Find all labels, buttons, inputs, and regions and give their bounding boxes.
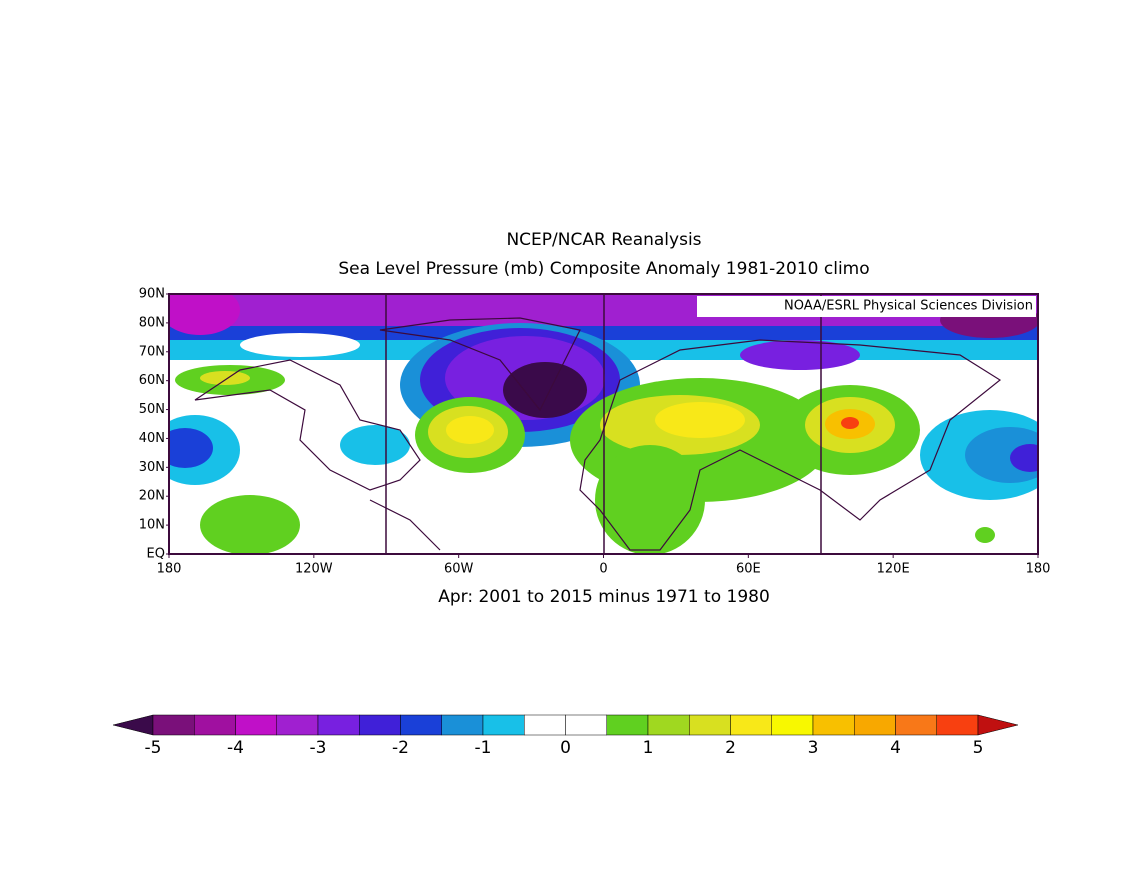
colorbar-label: -2 — [392, 738, 409, 758]
caption: Apr: 2001 to 2015 minus 1971 to 1980 — [438, 587, 770, 607]
colorbar-label: 0 — [560, 738, 571, 758]
colorbar-swatch — [276, 714, 319, 736]
meridians — [385, 294, 822, 554]
contour — [503, 362, 587, 418]
colorbar-label: 3 — [808, 738, 819, 758]
colorbar-swatch — [524, 714, 566, 736]
lon-label: 0 — [599, 562, 607, 577]
lat-label: 60N — [139, 373, 165, 388]
colorbar-arrow — [977, 714, 1019, 736]
credit-box — [697, 296, 1036, 317]
lat-label: 70N — [139, 344, 165, 359]
colorbar-swatch — [194, 714, 236, 736]
colorbar-label: 5 — [973, 738, 984, 758]
credit: NOAA/ESRL Physical Sciences Division — [784, 299, 1033, 314]
colorbar-swatch — [689, 714, 731, 736]
lon-label: 180 — [1026, 562, 1051, 577]
colorbar-swatch — [730, 714, 772, 736]
lat-label: 80N — [139, 315, 165, 330]
contour — [655, 402, 745, 438]
colorbar-swatch — [317, 714, 360, 736]
anomaly-field — [169, 294, 1038, 554]
contour — [200, 495, 300, 554]
contour — [841, 417, 859, 429]
contour — [975, 527, 995, 543]
lat-label: 20N — [139, 489, 165, 504]
coastline — [369, 317, 581, 551]
colorbar-swatch — [482, 714, 525, 736]
lat-label: 10N — [139, 518, 165, 533]
colorbar-swatch — [647, 714, 690, 736]
lat-label: 50N — [139, 402, 165, 417]
contour — [169, 294, 240, 335]
colorbar-swatch — [936, 714, 979, 736]
colorbar-label: 4 — [890, 738, 901, 758]
contour — [240, 333, 360, 357]
subtitle: Sea Level Pressure (mb) Composite Anomal… — [338, 259, 869, 279]
lon-label: 120E — [877, 562, 910, 577]
contour — [595, 445, 705, 554]
colorbar-swatch — [565, 714, 607, 736]
colorbar-label: 1 — [643, 738, 654, 758]
colorbar-swatch — [359, 714, 401, 736]
colorbar-label: -5 — [145, 738, 162, 758]
colorbar-swatch — [606, 714, 649, 736]
colorbar-arrow — [112, 714, 154, 736]
contour — [965, 427, 1038, 483]
contour — [200, 371, 250, 385]
colorbar-label: 2 — [725, 738, 736, 758]
lat-label: 90N — [139, 287, 165, 302]
contour — [1010, 444, 1038, 472]
contour — [740, 340, 860, 370]
colorbar-swatch — [771, 714, 814, 736]
title: NCEP/NCAR Reanalysis — [506, 230, 701, 250]
contour — [169, 428, 213, 468]
coastline — [194, 359, 421, 491]
colorbar-swatch — [441, 714, 484, 736]
colorbar-swatch — [400, 714, 442, 736]
lon-label: 120W — [295, 562, 333, 577]
colorbar-label: -3 — [310, 738, 327, 758]
contour — [340, 425, 410, 465]
coastlines — [194, 317, 1002, 551]
colorbar-label: -1 — [475, 738, 492, 758]
lon-label: 180 — [157, 562, 182, 577]
colorbar-swatch — [235, 714, 277, 736]
colorbar-swatch — [854, 714, 896, 736]
contour — [446, 416, 494, 444]
colorbar-label: -4 — [227, 738, 244, 758]
lon-label: 60W — [444, 562, 474, 577]
lon-label: 60E — [736, 562, 761, 577]
lat-label: EQ — [147, 547, 165, 562]
colorbar-swatch — [895, 714, 937, 736]
colorbar: -5 -4 -3 -2 -1 0 1 2 3 4 5 — [112, 714, 1019, 758]
lat-label: 40N — [139, 431, 165, 446]
lat-label: 30N — [139, 460, 165, 475]
colorbar-swatch — [152, 714, 195, 736]
coastline — [579, 339, 1002, 551]
colorbar-swatch — [812, 714, 855, 736]
